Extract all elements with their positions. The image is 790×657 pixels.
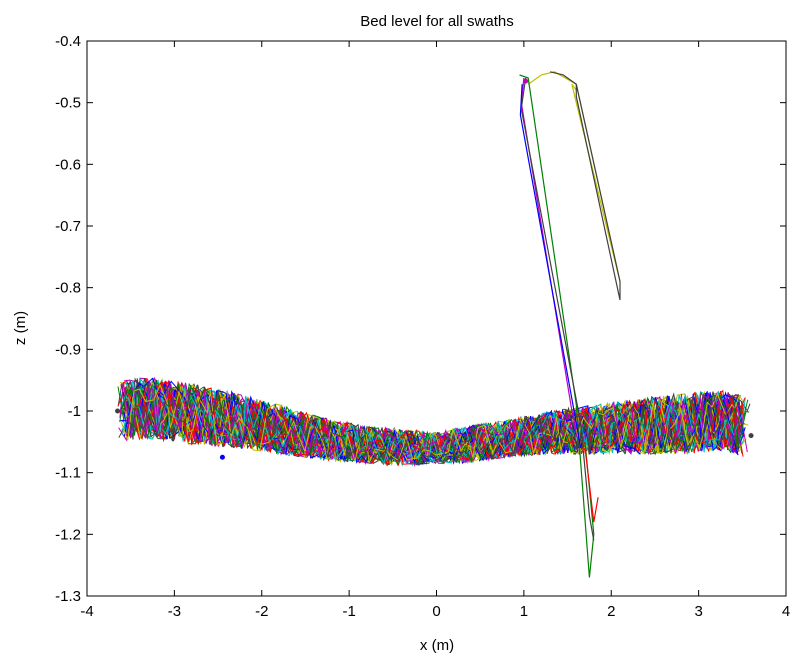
marker-dot [219,454,225,460]
y-tick-label: -0.7 [55,218,81,235]
outlier-trace-line [549,71,621,301]
x-tick-label: 3 [694,603,702,620]
x-tick-label: -1 [342,603,355,620]
bed-swath-line [120,383,736,465]
x-tick-label: -2 [255,603,268,620]
bed-swath-line [119,380,750,465]
x-tick-label: 2 [607,603,615,620]
y-tick-label: -0.4 [55,33,81,50]
y-tick-label: -1.2 [55,526,81,543]
chart-title: Bed level for all swaths [360,13,513,30]
marker-dot [115,408,121,414]
outlier-trace-line [584,447,599,523]
y-tick-label: -0.8 [55,280,81,297]
y-axis-label: z (m) [12,311,29,345]
y-tick-label: -0.9 [55,341,81,358]
x-tick-label: 0 [432,603,440,620]
outlier-trace-line [520,77,595,541]
y-tick-label: -1.1 [55,465,81,482]
marker-dot [128,390,134,395]
y-tick-label: -0.5 [55,95,81,112]
y-tick-label: -0.6 [55,156,81,173]
marker-dot [523,78,529,84]
x-tick-label: -4 [80,603,93,620]
plot-area: -4 -3 -2 -1 0 1 2 3 4 -0.4 -0.5 -0.6 -0.7 -0.8 -0.9 -1 -… [55,33,790,620]
outlier-trace-line [519,74,595,578]
traces-group [115,71,754,578]
marker-dot [748,433,754,439]
x-tick-label: 4 [782,603,790,620]
x-axis-label: x (m) [420,637,454,654]
bed-swath-line [126,377,745,467]
x-tick-label: 1 [520,603,528,620]
y-tick-label: -1.3 [55,588,81,605]
bed-swath-line [119,381,738,461]
outlier-trace-line [519,84,582,449]
y-tick-label: -1 [68,403,81,420]
x-tick-label: -3 [168,603,181,620]
bed-swath-line [126,386,745,463]
